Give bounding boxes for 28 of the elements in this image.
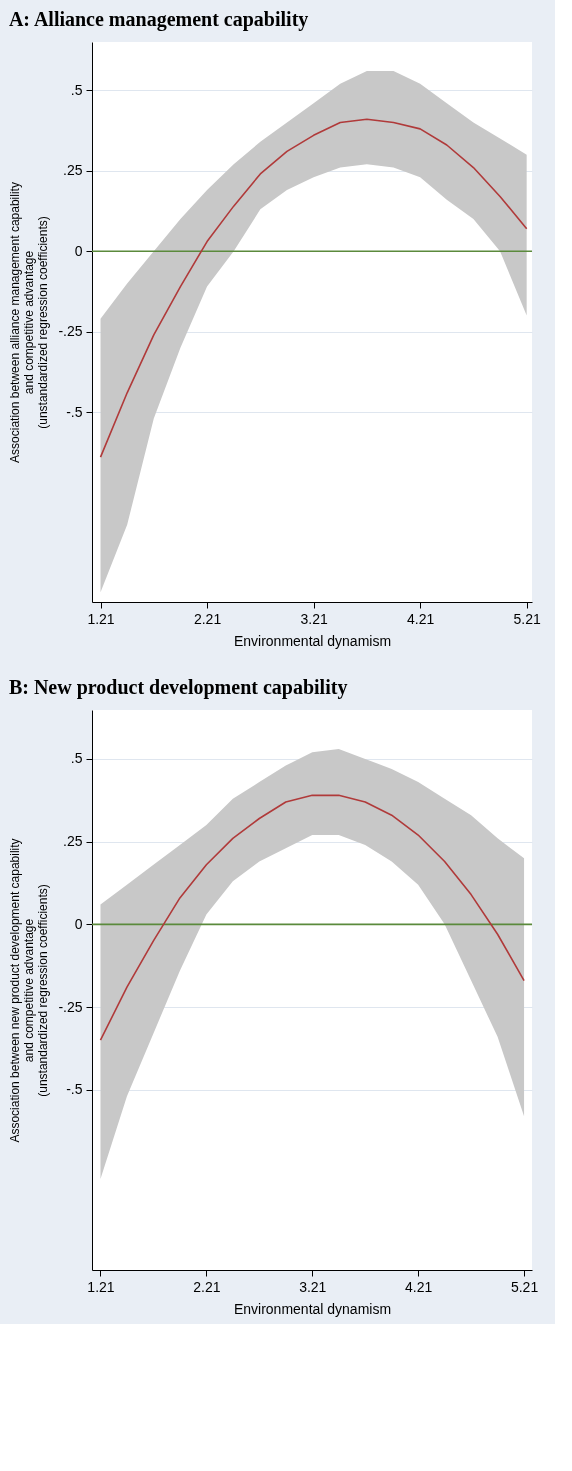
x-axis-title: Environmental dynamism — [233, 632, 392, 649]
y-tick-label: -.25 — [58, 323, 83, 340]
x-tick-label: 3.21 — [299, 1278, 327, 1295]
line-series — [99, 794, 525, 1041]
y-tick-label: -.25 — [58, 998, 83, 1015]
y-axis-title: Association between alliance management capability and competitive advantage (unstandardized regression coefficients) — [8, 182, 51, 463]
x-axis-title: Environmental dynamism — [233, 1300, 392, 1317]
y-tick-label: .5 — [70, 750, 83, 767]
x-tick-label: 5.21 — [510, 1278, 539, 1295]
x-tick-label: 2.21 — [193, 1278, 221, 1295]
x-tick-label: 1.21 — [87, 610, 115, 627]
line-series — [99, 118, 528, 458]
chart-title: B: New product development capability — [8, 676, 348, 699]
x-tick-label: 4.21 — [407, 610, 435, 627]
x-tick-label: 1.21 — [87, 1278, 115, 1295]
y-tick-label: -.5 — [66, 403, 83, 420]
x-tick-label: 2.21 — [193, 610, 222, 627]
y-tick-label: .25 — [63, 833, 83, 850]
y-tick-label: .25 — [63, 162, 83, 179]
y-tick-label: 0 — [74, 242, 83, 259]
x-tick-label: 5.21 — [513, 610, 542, 627]
y-axis-title: Association between new product development capability and competitive advantage (unstandardized regression coefficients) — [8, 838, 51, 1143]
y-tick-label: 0 — [74, 915, 83, 932]
chart-title: A: Alliance management capability — [8, 8, 309, 31]
y-tick-label: -.5 — [66, 1081, 83, 1098]
y-tick-label: .5 — [70, 81, 83, 98]
x-tick-label: 4.21 — [405, 1278, 433, 1295]
x-tick-label: 3.21 — [300, 610, 328, 627]
